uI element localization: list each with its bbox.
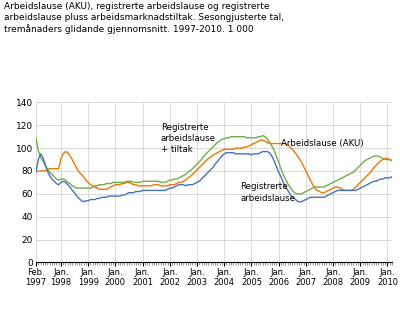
Text: Registrerte
arbeidslause
+ tiltak: Registrerte arbeidslause + tiltak (161, 123, 216, 154)
Text: Arbeidslause (AKU), registrerte arbeidslause og registrerte
arbeidslause pluss a: Arbeidslause (AKU), registrerte arbeidsl… (4, 2, 284, 34)
Text: Registrerte
arbeidslause: Registrerte arbeidslause (240, 182, 295, 203)
Text: Arbeidslause (AKU): Arbeidslause (AKU) (281, 139, 364, 148)
